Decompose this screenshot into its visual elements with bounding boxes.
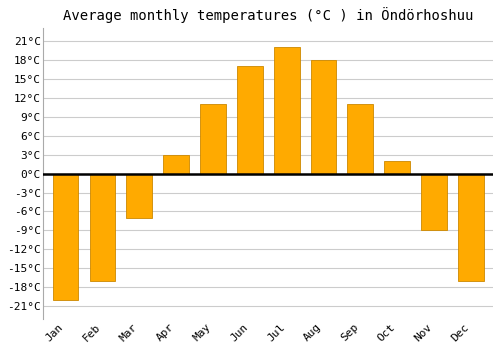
Bar bbox=[90, 174, 116, 281]
Bar bbox=[421, 174, 447, 230]
Bar bbox=[237, 66, 262, 174]
Bar bbox=[348, 104, 374, 174]
Bar bbox=[126, 174, 152, 218]
Bar bbox=[274, 47, 299, 174]
Bar bbox=[384, 161, 410, 174]
Bar bbox=[163, 155, 189, 174]
Bar bbox=[200, 104, 226, 174]
Title: Average monthly temperatures (°C ) in Öndörhoshuu: Average monthly temperatures (°C ) in Ön… bbox=[63, 7, 474, 23]
Bar bbox=[52, 174, 78, 300]
Bar bbox=[458, 174, 484, 281]
Bar bbox=[310, 60, 336, 174]
